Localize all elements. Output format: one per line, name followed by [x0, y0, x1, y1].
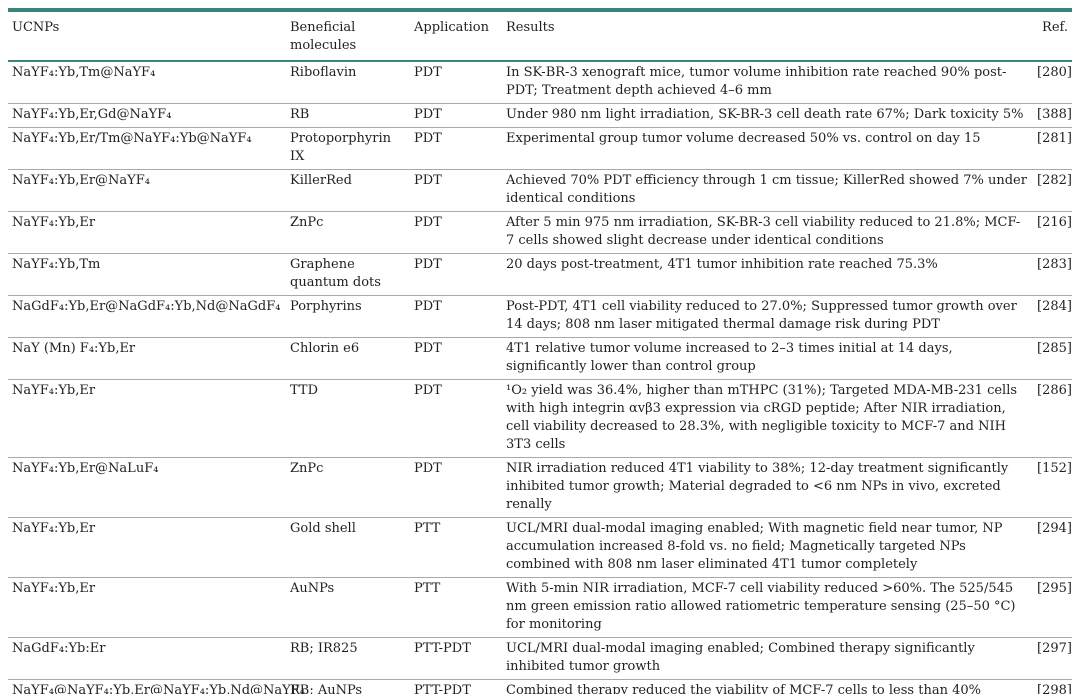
col-header-results: Results	[502, 10, 1033, 62]
beneficial-molecules-cell: TTD	[286, 379, 410, 458]
application-cell: PDT	[410, 253, 502, 296]
application-cell: PDT	[410, 169, 502, 212]
table-row: NaGdF₄:Yb,Er@NaGdF₄:Yb,Nd@NaGdF₄ Porphyr…	[8, 295, 1072, 338]
table-row: NaYF₄:Yb,Tm Graphene quantum dots PDT 20…	[8, 253, 1072, 296]
ucnps-cell: NaYF₄:Yb,Tm@NaYF₄	[8, 61, 286, 104]
table-row: NaYF₄:Yb,Tm@NaYF₄ Riboflavin PDT In SK-B…	[8, 61, 1072, 104]
results-cell: Achieved 70% PDT efficiency through 1 cm…	[502, 169, 1033, 212]
application-cell: PDT	[410, 211, 502, 254]
ucnps-cell: NaYF₄:Yb,Er/Tm@NaYF₄:Yb@NaYF₄	[8, 127, 286, 170]
ref-cell: [297]	[1033, 637, 1072, 680]
ref-cell: [388]	[1033, 103, 1072, 128]
application-cell: PTT-PDT	[410, 679, 502, 694]
table-row: NaYF₄:Yb,Er/Tm@NaYF₄:Yb@NaYF₄ Protoporph…	[8, 127, 1072, 170]
table-row: NaYF₄:Yb,Er@NaLuF₄ ZnPc PDT NIR irradiat…	[8, 457, 1072, 518]
application-cell: PDT	[410, 103, 502, 128]
application-cell: PDT	[410, 457, 502, 518]
ref-cell: [152]	[1033, 457, 1072, 518]
ref-cell: [294]	[1033, 517, 1072, 578]
ref-cell: [280]	[1033, 61, 1072, 104]
results-cell: 20 days post-treatment, 4T1 tumor inhibi…	[502, 253, 1033, 296]
results-cell: NIR irradiation reduced 4T1 viability to…	[502, 457, 1033, 518]
beneficial-molecules-cell: Gold shell	[286, 517, 410, 578]
application-cell: PDT	[410, 295, 502, 338]
ucnps-cell: NaYF₄:Yb,Er	[8, 517, 286, 578]
ucnps-cell: NaY (Mn) F₄:Yb,Er	[8, 337, 286, 380]
ucnps-cell: NaYF₄@NaYF₄:Yb,Er@NaYF₄:Yb,Nd@NaYF₄	[8, 679, 305, 694]
col-header-application: Application	[410, 10, 502, 62]
ref-cell: [216]	[1033, 211, 1072, 254]
beneficial-molecules-cell: RB; IR825	[286, 637, 410, 680]
beneficial-molecules-cell: Protoporphyrin IX	[286, 127, 410, 170]
results-cell: Combined therapy reduced the viability o…	[502, 679, 1033, 694]
beneficial-molecules-cell: Porphyrins	[286, 295, 410, 338]
table-row: NaYF₄:Yb,Er AuNPs PTT With 5-min NIR irr…	[8, 577, 1072, 638]
ucnps-cell: NaYF₄:Yb,Tm	[8, 253, 286, 296]
results-cell: In SK-BR-3 xenograft mice, tumor volume …	[502, 61, 1033, 104]
ref-cell: [282]	[1033, 169, 1072, 212]
ref-cell: [285]	[1033, 337, 1072, 380]
ref-cell: [281]	[1033, 127, 1072, 170]
ucnp-therapy-table: UCNPs Beneficial molecules Application R…	[8, 8, 1072, 694]
application-cell: PTT-PDT	[410, 637, 502, 680]
beneficial-molecules-cell: RB	[286, 103, 410, 128]
ucnps-cell: NaYF₄:Yb,Er@NaLuF₄	[8, 457, 286, 518]
beneficial-molecules-cell: AuNPs	[286, 577, 410, 638]
table-row: NaYF₄:Yb,Er@NaYF₄ KillerRed PDT Achieved…	[8, 169, 1072, 212]
ref-cell: [284]	[1033, 295, 1072, 338]
ucnps-cell: NaYF₄:Yb,Er	[8, 379, 286, 458]
ucnps-cell: NaGdF₄:Yb,Er@NaGdF₄:Yb,Nd@NaGdF₄	[8, 295, 286, 338]
ref-cell: [298]	[1033, 679, 1072, 694]
results-cell: Post-PDT, 4T1 cell viability reduced to …	[502, 295, 1033, 338]
ucnps-cell: NaYF₄:Yb,Er,Gd@NaYF₄	[8, 103, 286, 128]
results-cell: ¹O₂ yield was 36.4%, higher than mTHPC (…	[502, 379, 1033, 458]
application-cell: PDT	[410, 61, 502, 104]
results-cell: After 5 min 975 nm irradiation, SK-BR-3 …	[502, 211, 1033, 254]
table-row: NaYF₄:Yb,Er ZnPc PDT After 5 min 975 nm …	[8, 211, 1072, 254]
ucnps-cell: NaYF₄:Yb,Er	[8, 577, 286, 638]
ref-cell: [283]	[1033, 253, 1072, 296]
results-cell: Experimental group tumor volume decrease…	[502, 127, 1033, 170]
beneficial-molecules-cell: RB; AuNPs	[286, 679, 410, 694]
beneficial-molecules-cell: KillerRed	[286, 169, 410, 212]
beneficial-molecules-cell: ZnPc	[286, 211, 410, 254]
ref-cell: [295]	[1033, 577, 1072, 638]
ucnps-cell: NaYF₄:Yb,Er@NaYF₄	[8, 169, 286, 212]
table-row: NaGdF₄:Yb:Er RB; IR825 PTT-PDT UCL/MRI d…	[8, 637, 1072, 680]
results-cell: Under 980 nm light irradiation, SK-BR-3 …	[502, 103, 1033, 128]
beneficial-molecules-cell: ZnPc	[286, 457, 410, 518]
table-row: NaYF₄:Yb,Er TTD PDT ¹O₂ yield was 36.4%,…	[8, 379, 1072, 458]
application-cell: PTT	[410, 517, 502, 578]
col-header-ucnps: UCNPs	[8, 10, 286, 62]
col-header-beneficial-molecules: Beneficial molecules	[286, 10, 410, 62]
ref-cell: [286]	[1033, 379, 1072, 458]
results-cell: With 5-min NIR irradiation, MCF-7 cell v…	[502, 577, 1033, 638]
table-row: NaY (Mn) F₄:Yb,Er Chlorin e6 PDT 4T1 rel…	[8, 337, 1072, 380]
beneficial-molecules-cell: Graphene quantum dots	[286, 253, 410, 296]
ucnps-cell: NaYF₄:Yb,Er	[8, 211, 286, 254]
beneficial-molecules-cell: Riboflavin	[286, 61, 410, 104]
results-cell: 4T1 relative tumor volume increased to 2…	[502, 337, 1033, 380]
application-cell: PDT	[410, 337, 502, 380]
table-row: NaYF₄@NaYF₄:Yb,Er@NaYF₄:Yb,Nd@NaYF₄ RB; …	[8, 679, 1072, 694]
col-header-ref: Ref.	[1033, 10, 1072, 62]
application-cell: PDT	[410, 379, 502, 458]
beneficial-molecules-cell: Chlorin e6	[286, 337, 410, 380]
table-row: NaYF₄:Yb,Er Gold shell PTT UCL/MRI dual-…	[8, 517, 1072, 578]
ucnps-cell: NaGdF₄:Yb:Er	[8, 637, 286, 680]
application-cell: PTT	[410, 577, 502, 638]
table-container: UCNPs Beneficial molecules Application R…	[8, 8, 1072, 694]
header-row: UCNPs Beneficial molecules Application R…	[8, 10, 1072, 62]
application-cell: PDT	[410, 127, 502, 170]
results-cell: UCL/MRI dual-modal imaging enabled; Comb…	[502, 637, 1033, 680]
results-cell: UCL/MRI dual-modal imaging enabled; With…	[502, 517, 1033, 578]
table-row: NaYF₄:Yb,Er,Gd@NaYF₄ RB PDT Under 980 nm…	[8, 103, 1072, 128]
